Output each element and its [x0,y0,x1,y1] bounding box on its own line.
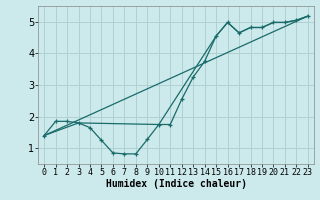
X-axis label: Humidex (Indice chaleur): Humidex (Indice chaleur) [106,179,246,189]
